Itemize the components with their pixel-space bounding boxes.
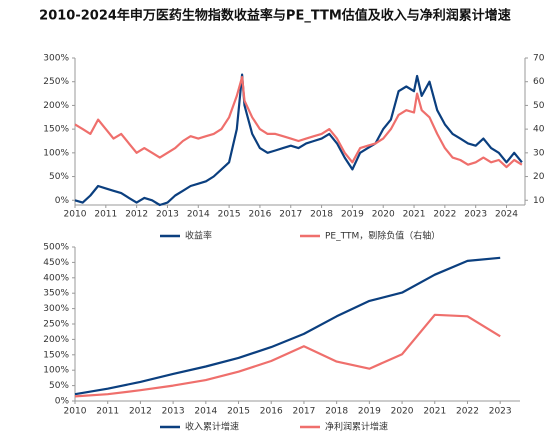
x-tick-label: 2014: [187, 210, 210, 220]
y-tick-label: 100%: [43, 148, 69, 158]
x-tick-label: 2012: [125, 210, 148, 220]
x-tick-label: 2022: [456, 407, 479, 417]
series-line: [74, 313, 501, 398]
x-tick-label: 2023: [489, 407, 512, 417]
y-tick-label: 50%: [49, 381, 69, 391]
y-tick-label: 450%: [43, 258, 69, 268]
y2-tick-label: 20: [533, 172, 545, 182]
x-tick-label: 2018: [310, 210, 333, 220]
x-tick-label: 2016: [260, 407, 283, 417]
y2-tick-label: 50: [533, 101, 545, 111]
y-tick-label: 200%: [43, 335, 69, 345]
y-tick-label: 200%: [43, 101, 69, 111]
y-tick-label: 500%: [43, 243, 69, 253]
x-tick-label: 2013: [156, 210, 179, 220]
y-tick-label: 300%: [43, 304, 69, 314]
x-tick-label: 2014: [194, 407, 217, 417]
series-line: [74, 75, 523, 169]
x-tick-label: 2020: [372, 210, 395, 220]
x-tick-label: 2011: [96, 407, 119, 417]
x-tick-label: 2020: [391, 407, 414, 417]
x-tick-label: 2015: [218, 210, 241, 220]
y-tick-label: 50%: [49, 172, 69, 182]
legend-label: 净利润累计增速: [325, 421, 388, 433]
y-tick-label: 250%: [43, 77, 69, 87]
y-tick-label: 150%: [43, 350, 69, 360]
x-tick-label: 2021: [403, 210, 426, 220]
y-tick-label: 250%: [43, 320, 69, 330]
x-tick-label: 2024: [495, 210, 518, 220]
x-tick-label: 2017: [279, 210, 302, 220]
y-tick-label: 400%: [43, 273, 69, 283]
y-tick-label: 300%: [43, 54, 69, 64]
x-tick-label: 2019: [358, 407, 381, 417]
x-tick-label: 2019: [341, 210, 364, 220]
x-tick-label: 2016: [248, 210, 271, 220]
series-line: [74, 73, 523, 207]
x-tick-label: 2012: [129, 407, 152, 417]
y2-tick-label: 70: [533, 54, 545, 64]
y-tick-label: 0%: [55, 196, 70, 206]
chart-title: 2010-2024年申万医药生物指数收益率与PE_TTM估值及收入与净利润累计增…: [39, 8, 511, 24]
legend-label: PE_TTM，剔除负值（右轴）: [325, 230, 440, 242]
x-tick-label: 2022: [433, 210, 456, 220]
y-tick-label: 0%: [55, 397, 70, 407]
x-tick-label: 2023: [464, 210, 487, 220]
y2-tick-label: 30: [533, 148, 545, 158]
y-tick-label: 350%: [43, 289, 69, 299]
series-line: [74, 256, 501, 396]
legend-label: 收入累计增速: [185, 421, 239, 433]
x-tick-label: 2017: [292, 407, 315, 417]
x-tick-label: 2013: [162, 407, 185, 417]
y2-tick-label: 10: [533, 196, 545, 206]
x-tick-label: 2021: [423, 407, 446, 417]
x-tick-label: 2010: [64, 407, 87, 417]
x-tick-label: 2011: [94, 210, 117, 220]
y2-tick-label: 60: [533, 77, 545, 87]
y-tick-label: 150%: [43, 125, 69, 135]
y2-tick-label: 40: [533, 125, 545, 135]
x-tick-label: 2015: [227, 407, 250, 417]
x-tick-label: 2018: [325, 407, 348, 417]
x-tick-label: 2010: [64, 210, 87, 220]
legend-label: 收益率: [185, 230, 212, 242]
y-tick-label: 100%: [43, 366, 69, 376]
